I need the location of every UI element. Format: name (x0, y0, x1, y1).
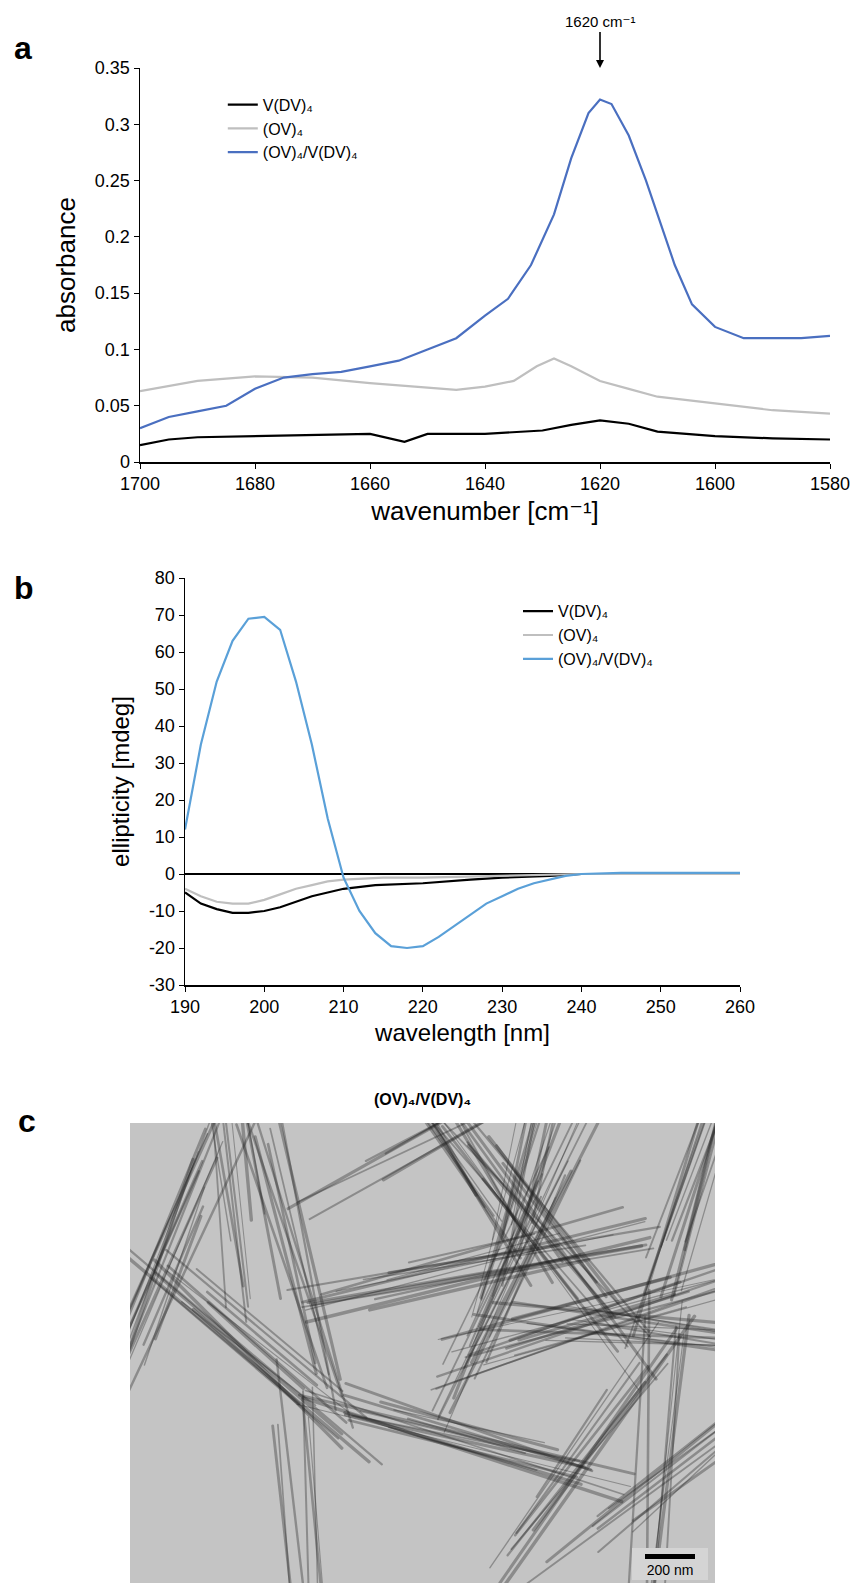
svg-text:200 nm: 200 nm (647, 1562, 694, 1578)
svg-text:220: 220 (408, 997, 438, 1017)
svg-text:0: 0 (120, 452, 130, 472)
svg-text:(OV)₄/V(DV)₄: (OV)₄/V(DV)₄ (558, 651, 653, 668)
svg-text:240: 240 (566, 997, 596, 1017)
svg-text:20: 20 (155, 790, 175, 810)
svg-text:10: 10 (155, 827, 175, 847)
svg-text:80: 80 (155, 568, 175, 588)
svg-text:0.35: 0.35 (95, 58, 130, 78)
svg-text:(OV)₄/V(DV)₄: (OV)₄/V(DV)₄ (374, 1091, 471, 1108)
svg-text:0.15: 0.15 (95, 283, 130, 303)
svg-text:70: 70 (155, 605, 175, 625)
svg-text:(OV)₄: (OV)₄ (263, 121, 303, 138)
svg-text:V(DV)₄: V(DV)₄ (263, 97, 313, 114)
svg-text:wavelength [nm]: wavelength [nm] (374, 1019, 550, 1046)
svg-text:1620: 1620 (580, 474, 620, 494)
svg-text:50: 50 (155, 679, 175, 699)
svg-text:1640: 1640 (465, 474, 505, 494)
svg-text:1660: 1660 (350, 474, 390, 494)
svg-text:wavenumber [cm⁻¹]: wavenumber [cm⁻¹] (370, 496, 599, 526)
svg-text:260: 260 (725, 997, 755, 1017)
svg-text:V(DV)₄: V(DV)₄ (558, 603, 608, 620)
svg-text:(OV)₄: (OV)₄ (558, 627, 598, 644)
svg-text:a: a (14, 30, 32, 66)
svg-text:0.3: 0.3 (105, 115, 130, 135)
svg-text:1620 cm⁻¹: 1620 cm⁻¹ (565, 13, 635, 30)
svg-text:1680: 1680 (235, 474, 275, 494)
svg-text:190: 190 (170, 997, 200, 1017)
svg-text:0.25: 0.25 (95, 171, 130, 191)
svg-text:0.05: 0.05 (95, 396, 130, 416)
svg-text:0.1: 0.1 (105, 340, 130, 360)
svg-text:30: 30 (155, 753, 175, 773)
svg-text:230: 230 (487, 997, 517, 1017)
svg-text:250: 250 (646, 997, 676, 1017)
svg-text:(OV)₄/V(DV)₄: (OV)₄/V(DV)₄ (263, 144, 358, 161)
svg-text:-10: -10 (149, 901, 175, 921)
svg-text:b: b (14, 570, 34, 606)
svg-text:200: 200 (249, 997, 279, 1017)
svg-text:0: 0 (165, 864, 175, 884)
svg-text:1700: 1700 (120, 474, 160, 494)
svg-text:60: 60 (155, 642, 175, 662)
svg-text:c: c (18, 1103, 36, 1139)
svg-text:1600: 1600 (695, 474, 735, 494)
svg-text:-30: -30 (149, 975, 175, 995)
svg-text:absorbance: absorbance (51, 197, 81, 333)
svg-text:ellipticity [mdeg]: ellipticity [mdeg] (107, 696, 134, 867)
svg-text:40: 40 (155, 716, 175, 736)
svg-text:210: 210 (329, 997, 359, 1017)
svg-text:1580: 1580 (810, 474, 850, 494)
svg-text:0.2: 0.2 (105, 227, 130, 247)
svg-text:-20: -20 (149, 938, 175, 958)
